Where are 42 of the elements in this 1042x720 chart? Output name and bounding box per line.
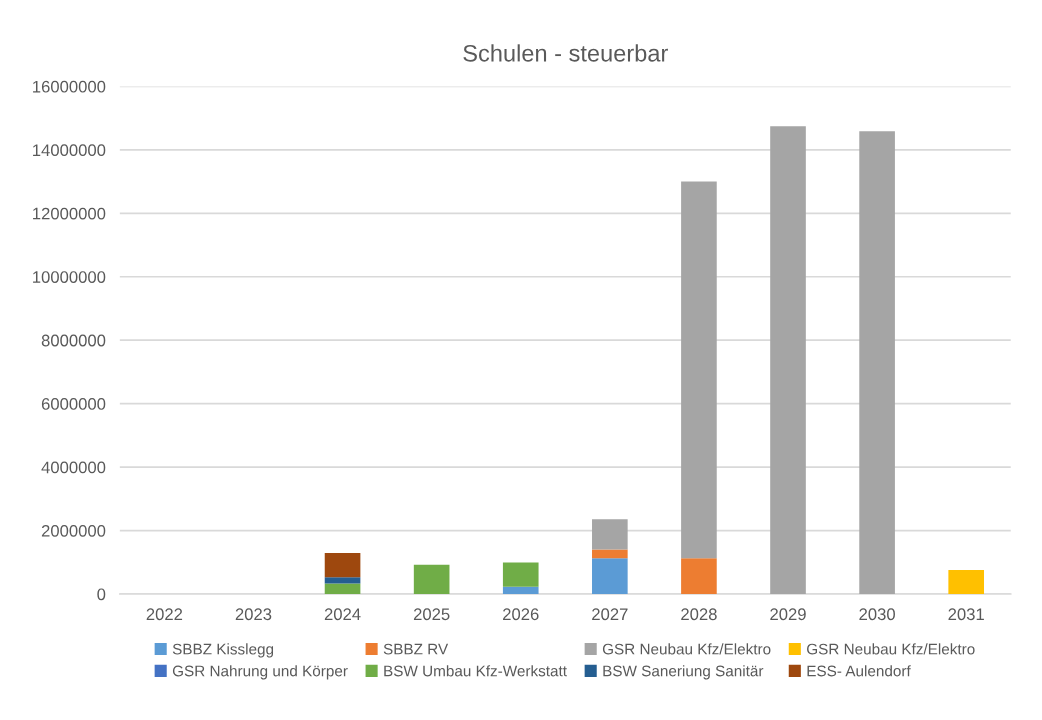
y-tick-label: 10000000 (33, 271, 106, 283)
y-tick-label: 2000000 (41, 524, 106, 537)
bar (859, 131, 895, 594)
x-tick-label: 2027 (592, 608, 628, 621)
y-tick-label: 0 (97, 588, 106, 601)
legend-label: GSR Neubau Kfz/Elektro (602, 643, 771, 655)
x-tick-label: 2029 (770, 608, 806, 621)
y-tick-label: 6000000 (41, 398, 106, 410)
legend-label: GSR Neubau Kfz/Elektro (807, 643, 975, 655)
x-tick-label: 2028 (681, 608, 717, 621)
bar (502, 586, 539, 594)
x-tick-label: 2030 (859, 608, 895, 621)
bar (502, 562, 539, 587)
bar (681, 181, 717, 559)
bar (592, 549, 628, 559)
x-tick-label: 2024 (324, 608, 361, 621)
bar (770, 126, 806, 594)
bar (324, 583, 361, 594)
legend-label: SBBZ Kisslegg (172, 643, 274, 658)
x-tick-label: 2026 (503, 608, 539, 621)
bar (592, 558, 628, 594)
bar (681, 558, 717, 594)
bar (324, 577, 361, 584)
y-tick-label: 14000000 (33, 144, 106, 157)
legend-label: GSR Nahrung und Körper (172, 665, 348, 680)
x-tick-label: 2022 (146, 608, 183, 621)
y-tick-label: 16000000 (33, 80, 106, 93)
x-tick-label: 2023 (235, 608, 272, 621)
legend-label: ESS- Aulendorf (807, 665, 911, 677)
legend-label: BSW Umbau Kfz-Werkstatt (384, 665, 567, 677)
y-tick-label: 4000000 (41, 461, 106, 474)
bar (324, 553, 361, 578)
legend-label: BSW Saneriung Sanitär (603, 665, 764, 680)
y-tick-label: 8000000 (41, 334, 106, 347)
y-tick-label: 12000000 (33, 207, 106, 220)
bar (592, 519, 628, 550)
x-tick-label: 2031 (948, 608, 984, 621)
legend-label: SBBZ RV (383, 643, 449, 655)
bar (413, 564, 450, 594)
x-tick-label: 2025 (413, 608, 450, 621)
bar (948, 569, 985, 594)
chart-title: Schulen - steuerbar (463, 44, 668, 62)
